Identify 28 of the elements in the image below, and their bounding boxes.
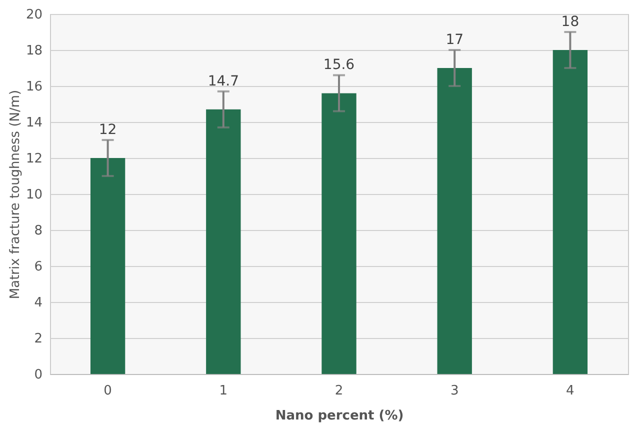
- y-axis-title: Matrix fracture toughness (N/m): [8, 90, 23, 300]
- y-tick-label: 20: [26, 8, 42, 22]
- y-tick-label: 0: [34, 368, 42, 382]
- bar: [437, 68, 472, 374]
- x-axis-title: Nano percent (%): [275, 408, 404, 424]
- y-tick-label: 14: [26, 116, 42, 130]
- y-tick-label: 10: [26, 188, 42, 202]
- y-tick-label: 6: [34, 260, 42, 274]
- x-tick-label: 0: [104, 384, 112, 398]
- data-label: 12: [98, 122, 117, 138]
- bar: [206, 109, 241, 374]
- data-label: 15.6: [323, 57, 355, 74]
- y-tick-label: 8: [34, 224, 42, 238]
- y-tick-label: 4: [34, 296, 42, 310]
- y-tick-label: 12: [26, 152, 42, 166]
- data-label: 18: [561, 14, 580, 30]
- data-label: 14.7: [208, 73, 239, 90]
- y-tick-label: 2: [34, 332, 42, 346]
- y-tick-label: 18: [26, 44, 42, 58]
- bar: [552, 50, 588, 374]
- x-tick-label: 1: [219, 384, 228, 398]
- data-label: 17: [446, 32, 464, 48]
- bar: [90, 158, 126, 374]
- y-tick-label: 16: [26, 80, 42, 94]
- bar: [322, 93, 356, 374]
- x-tick-label: 2: [334, 384, 344, 398]
- x-tick-label: 4: [566, 384, 574, 398]
- x-tick-label: 3: [450, 384, 459, 398]
